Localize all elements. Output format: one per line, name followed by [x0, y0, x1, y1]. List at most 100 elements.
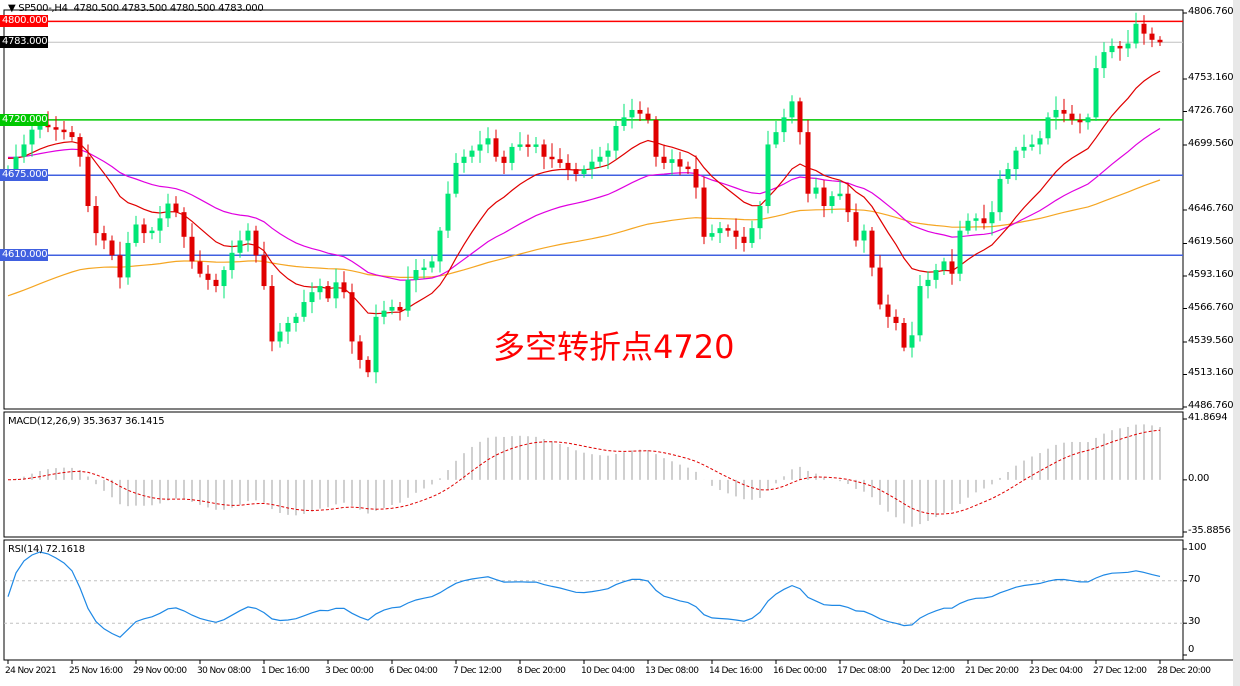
level-tag-4610.000: 4610.000	[0, 249, 48, 262]
candle-body	[861, 230, 867, 241]
candle-body	[229, 252, 235, 271]
candle-body	[981, 218, 987, 224]
candle-body	[1021, 146, 1027, 151]
candle-body	[549, 156, 555, 160]
time-tick-label: 14 Dec 16:00	[709, 666, 763, 676]
candle-body	[901, 322, 907, 348]
candle-body	[365, 359, 371, 373]
candle-body	[973, 218, 979, 221]
candle-body	[589, 161, 595, 170]
candle-body	[93, 206, 99, 234]
candle-body	[429, 261, 435, 268]
candle-body	[885, 304, 891, 317]
candle-body	[197, 261, 203, 274]
candle-body	[821, 187, 827, 207]
candle-body	[533, 144, 539, 147]
candle-body	[757, 206, 763, 229]
candle-body	[829, 196, 835, 207]
candle-body	[237, 240, 243, 253]
rsi-line	[7, 551, 1161, 638]
pane-frame-2	[3, 539, 1184, 661]
time-tick-label: 28 Dec 20:00	[1157, 666, 1211, 676]
candle-body	[869, 230, 875, 268]
candle-body	[149, 230, 155, 234]
rsi-tick-label: 70	[1188, 573, 1201, 585]
rsi-tick-label: 0	[1188, 644, 1195, 655]
candle-body	[645, 113, 651, 120]
candle-body	[989, 212, 995, 224]
time-tick-label: 8 Dec 20:00	[517, 666, 566, 676]
candle-body	[293, 316, 299, 323]
candle-body	[461, 156, 467, 163]
candle-body	[557, 159, 563, 163]
time-tick-label: 13 Dec 08:00	[645, 666, 699, 676]
candle-body	[541, 144, 547, 157]
candle-body	[341, 282, 347, 293]
candle-body	[813, 187, 819, 194]
candle-body	[565, 162, 571, 170]
candle-body	[69, 132, 75, 138]
candle-body	[469, 150, 475, 157]
pane-frame-1	[3, 411, 1184, 538]
candle-body	[581, 169, 587, 174]
time-tick-label: 3 Dec 00:00	[325, 666, 374, 676]
candle-body	[53, 127, 59, 130]
price-tick-label: 4539.560	[1188, 334, 1234, 346]
candle-body	[253, 230, 259, 256]
candle-body	[629, 109, 635, 118]
candle-body	[749, 228, 755, 243]
candle-body	[1061, 109, 1067, 114]
candle-body	[613, 125, 619, 151]
candle-body	[733, 230, 739, 237]
candle-body	[669, 159, 675, 163]
candle-body	[325, 286, 331, 299]
time-tick-label: 27 Dec 12:00	[1093, 666, 1147, 676]
macd-title: MACD(12,26,9) 35.3637 36.1415	[8, 416, 165, 427]
candle-body	[853, 212, 859, 241]
candle-body	[77, 137, 83, 157]
candle-body	[877, 267, 883, 305]
header-symbol[interactable]: ▼ SP500-,H4 4780.500 4783.500 4780.500 4…	[8, 3, 264, 14]
candle-body	[653, 119, 659, 157]
candle-body	[349, 292, 355, 342]
right-scrollbar[interactable]	[1233, 0, 1240, 686]
candle-body	[13, 156, 19, 170]
price-tick-label: 4619.560	[1188, 236, 1234, 248]
candle-body	[261, 255, 267, 287]
macd-signal-line	[7, 429, 1161, 515]
candle-body	[525, 144, 531, 147]
candle-body	[773, 132, 779, 145]
time-tick-label: 24 Nov 2021	[5, 666, 57, 676]
candle-body	[933, 270, 939, 280]
candle-body	[1149, 33, 1155, 40]
time-tick-label: 29 Nov 00:00	[133, 666, 187, 676]
candle-body	[949, 261, 955, 274]
candle-body	[285, 322, 291, 332]
price-tick-label: 4593.160	[1188, 268, 1234, 280]
candle-body	[181, 212, 187, 237]
candle-body	[165, 203, 171, 219]
candle-body	[1005, 169, 1011, 179]
time-tick-label: 23 Dec 04:00	[1029, 666, 1083, 676]
candle-body	[117, 255, 123, 278]
candle-body	[893, 316, 899, 323]
candle-body	[597, 156, 603, 162]
candle-body	[301, 302, 307, 317]
candle-body	[109, 240, 115, 256]
candle-body	[205, 273, 211, 280]
time-tick-label: 10 Dec 04:00	[581, 666, 635, 676]
candle-body	[501, 156, 507, 163]
candle-body	[965, 220, 971, 231]
candle-body	[477, 144, 483, 151]
candle-body	[1077, 119, 1083, 123]
candle-body	[157, 218, 163, 231]
level-tag-4800.000: 4800.000	[0, 15, 48, 28]
candle-body	[925, 279, 931, 287]
time-tick-label: 16 Dec 00:00	[773, 666, 827, 676]
level-tag-4783.000: 4783.000	[0, 36, 48, 49]
candle-body	[405, 279, 411, 311]
candle-body	[1101, 52, 1107, 69]
rsi-title: RSI(14) 72.1618	[8, 544, 85, 555]
candle-body	[309, 292, 315, 303]
candle-body	[373, 316, 379, 373]
